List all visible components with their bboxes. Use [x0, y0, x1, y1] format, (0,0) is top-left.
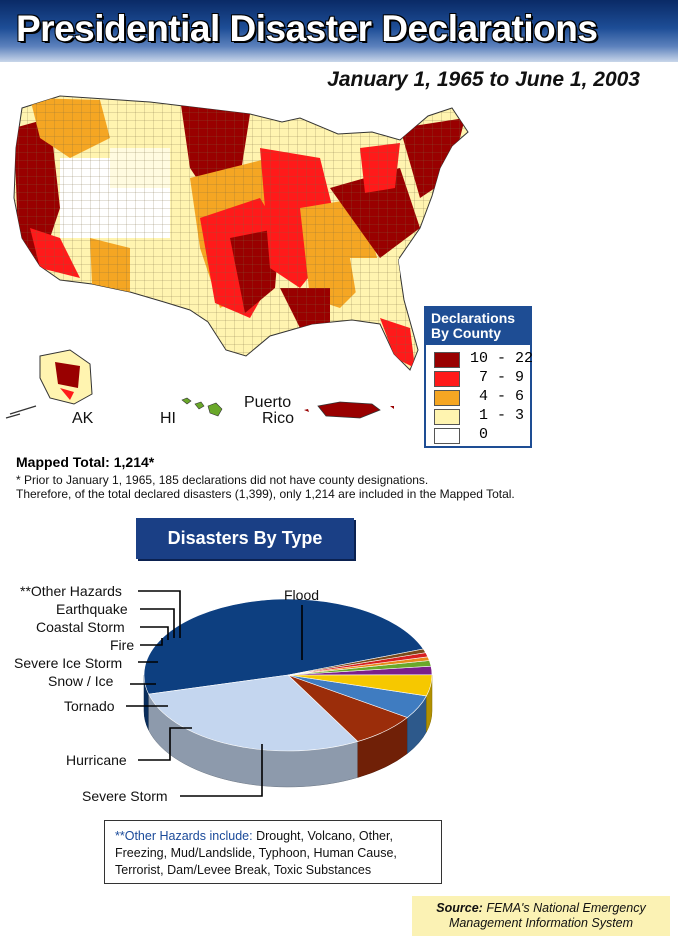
legend-range: 10 - 22: [470, 350, 534, 367]
leader-line-8: [140, 608, 175, 638]
source-label: Source:: [436, 901, 483, 915]
pie-slice-flood: [143, 598, 424, 695]
puerto-rico-label-line2: Rico: [262, 410, 295, 427]
pie-label-tornado: Tornado: [64, 698, 115, 714]
pie-label-flood: Flood: [284, 587, 320, 603]
legend-swatch: [434, 390, 460, 406]
pie-label-other-hazards: **Other Hazards: [20, 583, 122, 599]
disasters-pie-chart: [126, 590, 433, 797]
legend-swatch: [434, 371, 460, 387]
footnote-line2: Therefore, of the total declared disaste…: [16, 487, 515, 501]
pie-label-fire: Fire: [110, 637, 135, 653]
alaska: [5, 349, 93, 419]
disasters-by-type-header: Disasters By Type: [136, 518, 354, 559]
leader-line-9: [138, 590, 181, 638]
legend-range: 7 - 9: [470, 369, 525, 386]
leader-line-2: [138, 727, 192, 761]
pie-leaders: [126, 590, 303, 797]
date-range-subtitle: January 1, 1965 to June 1, 2003: [327, 68, 640, 91]
hawaii-label: HI: [160, 410, 176, 427]
legend-item: 0: [426, 425, 530, 444]
pie-slice-severe-storm: [148, 674, 359, 752]
legend-range: 4 - 6: [470, 388, 525, 405]
pie-label-coastal-storm: Coastal Storm: [36, 619, 125, 635]
contiguous-us: [13, 95, 469, 371]
other-hazards-prefix: **Other Hazards include:: [115, 829, 253, 843]
pie-label-severe-storm: Severe Storm: [82, 788, 168, 804]
footnote-line1: * Prior to January 1, 1965, 185 declarat…: [16, 473, 429, 487]
legend-swatch: [434, 409, 460, 425]
pie-label-severe-ice-storm: Severe Ice Storm: [14, 655, 123, 671]
legend-swatch: [434, 428, 460, 444]
pie-label-snow-ice: Snow / Ice: [48, 673, 114, 689]
us-county-map: [5, 95, 469, 419]
legend-range: 1 - 3: [470, 407, 525, 424]
leader-line-7: [140, 626, 169, 640]
map-legend: Declarations By County 10 - 22 7 - 9 4 -…: [424, 306, 534, 448]
puerto-rico-label-line1: Puerto: [244, 394, 292, 411]
pie-label-earthquake: Earthquake: [56, 601, 128, 617]
other-hazards-list: Drought, Volcano, Other, Freezing, Mud/L…: [115, 829, 397, 877]
other-hazards-note: **Other Hazards include: Drought, Volcan…: [104, 820, 442, 884]
legend-title-line1: Declarations: [431, 310, 516, 326]
legend-title-line2: By County: [431, 325, 501, 341]
source-line2: Management Information System: [448, 916, 634, 930]
legend-item: 10 - 22: [426, 349, 534, 368]
mapped-total: Mapped Total: 1,214*: [16, 454, 155, 470]
hawaii: [181, 397, 223, 417]
legend-range: 0: [470, 426, 489, 443]
legend-title: Declarations By County: [426, 308, 530, 345]
pie-label-hurricane: Hurricane: [66, 752, 127, 768]
legend-swatch: [434, 352, 460, 368]
alaska-label: AK: [72, 410, 94, 427]
legend-item: 4 - 6: [426, 387, 530, 406]
source-line1: FEMA's National Emergency: [486, 901, 646, 915]
title-banner: Presidential Disaster Declarations: [0, 0, 678, 62]
page-title: Presidential Disaster Declarations: [16, 8, 598, 49]
source-note: Source: FEMA's National Emergency Manage…: [412, 896, 670, 936]
legend-item: 7 - 9: [426, 368, 530, 387]
pie-top: [143, 598, 433, 752]
pie-slice-other-hazards: [287, 648, 427, 676]
legend-item: 1 - 3: [426, 406, 530, 425]
leader-line-1: [180, 744, 263, 797]
puerto-rico: [304, 401, 394, 419]
leader-line-6: [140, 638, 163, 646]
